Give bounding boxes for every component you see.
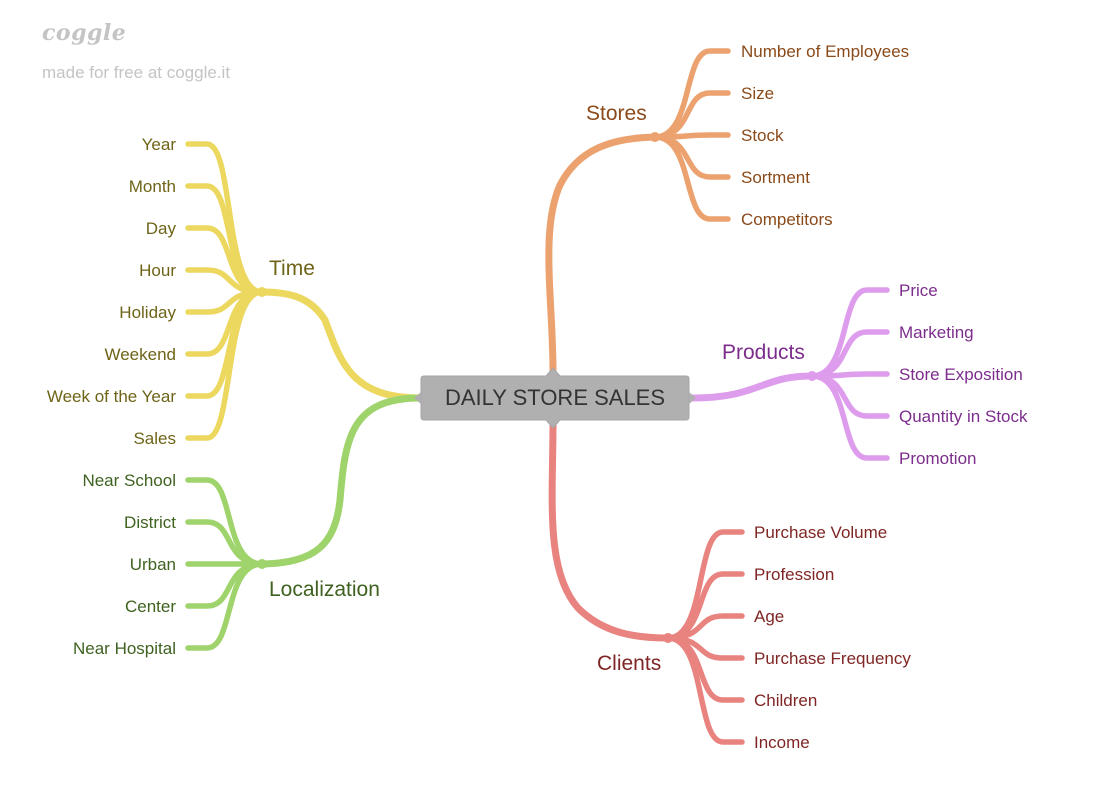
branch-products: Products Price Marketing Store Exposition Qu…	[688, 281, 1028, 468]
clients-leaf-connector	[665, 635, 745, 745]
root-node[interactable]: DAILY STORE SALES	[414, 367, 696, 429]
clients-leaf-connector	[665, 613, 745, 641]
leaf-near-school[interactable]: Near School	[82, 471, 176, 490]
leaf-competitors[interactable]: Competitors	[741, 210, 833, 229]
clients-leaf-connector	[665, 571, 745, 641]
leaf-profession[interactable]: Profession	[754, 565, 834, 584]
leaf-purchase-volume[interactable]: Purchase Volume	[754, 523, 887, 542]
leaf-stock[interactable]: Stock	[741, 126, 784, 145]
stores-hub	[650, 132, 660, 142]
leaf-price[interactable]: Price	[899, 281, 938, 300]
localization-hub	[257, 559, 267, 569]
leaf-income[interactable]: Income	[754, 733, 810, 752]
root-right-notch	[689, 392, 696, 404]
clients-hub	[663, 633, 673, 643]
branch-label-stores[interactable]: Stores	[586, 102, 647, 125]
stores-leaf-connector	[652, 134, 731, 222]
leaf-sales[interactable]: Sales	[133, 429, 176, 448]
leaf-hour[interactable]: Hour	[139, 261, 176, 280]
leaf-weekend[interactable]: Weekend	[104, 345, 176, 364]
leaf-number-of-employees[interactable]: Number of Employees	[741, 42, 909, 61]
products-hub	[807, 371, 817, 381]
branch-label-time[interactable]: Time	[269, 257, 315, 280]
leaf-month[interactable]: Month	[129, 177, 176, 196]
branch-stores: Stores Number of Employees Size Stock Sortme…	[545, 42, 909, 376]
leaf-purchase-frequency[interactable]: Purchase Frequency	[754, 649, 911, 668]
time-leaf-connector	[185, 225, 265, 295]
time-connector	[258, 288, 424, 402]
time-hub	[257, 287, 267, 297]
time-leaf-connector	[185, 267, 265, 295]
leaf-store-exposition[interactable]: Store Exposition	[899, 365, 1023, 384]
branch-label-products[interactable]: Products	[722, 341, 805, 364]
coggle-watermark-text[interactable]: made for free at coggle.it	[42, 63, 231, 82]
branch-label-localization[interactable]: Localization	[269, 578, 380, 601]
root-node-label: DAILY STORE SALES	[445, 385, 665, 410]
leaf-near-hospital[interactable]: Near Hospital	[73, 639, 176, 658]
leaf-week-of-the-year[interactable]: Week of the Year	[47, 387, 177, 406]
leaf-sortment[interactable]: Sortment	[741, 168, 810, 187]
clients-leaf-connector	[665, 635, 745, 703]
stores-connector	[545, 133, 659, 376]
leaf-year[interactable]: Year	[142, 135, 177, 154]
leaf-marketing[interactable]: Marketing	[899, 323, 974, 342]
time-leaf-connector	[185, 289, 265, 441]
leaf-district[interactable]: District	[124, 513, 176, 532]
root-node-box	[420, 367, 690, 429]
root-left-notch	[414, 392, 421, 404]
leaf-promotion[interactable]: Promotion	[899, 449, 976, 468]
leaf-age[interactable]: Age	[754, 607, 784, 626]
leaf-size[interactable]: Size	[741, 84, 774, 103]
branch-time: Time Year Month Day Hour Holiday Weekend Week o…	[47, 135, 424, 448]
branch-clients: Clients Purchase Volume Profession Age Purch…	[548, 418, 911, 752]
leaf-day[interactable]: Day	[146, 219, 177, 238]
clients-connector	[548, 418, 672, 642]
products-connector	[688, 372, 816, 402]
branch-localization: Localization Near School District Urban Cent…	[73, 394, 424, 658]
leaf-holiday[interactable]: Holiday	[119, 303, 176, 322]
products-leaf-connector	[809, 329, 890, 379]
leaf-urban[interactable]: Urban	[130, 555, 176, 574]
leaf-children[interactable]: Children	[754, 691, 817, 710]
localization-leaf-connector	[185, 561, 265, 651]
coggle-logo[interactable]: coggle	[42, 20, 127, 46]
leaf-quantity-in-stock[interactable]: Quantity in Stock	[899, 407, 1028, 426]
localization-connector	[258, 394, 424, 568]
products-leaf-connector	[809, 373, 890, 461]
stores-leaf-connector	[652, 90, 731, 140]
branch-label-clients[interactable]: Clients	[597, 652, 661, 675]
leaf-center[interactable]: Center	[125, 597, 176, 616]
